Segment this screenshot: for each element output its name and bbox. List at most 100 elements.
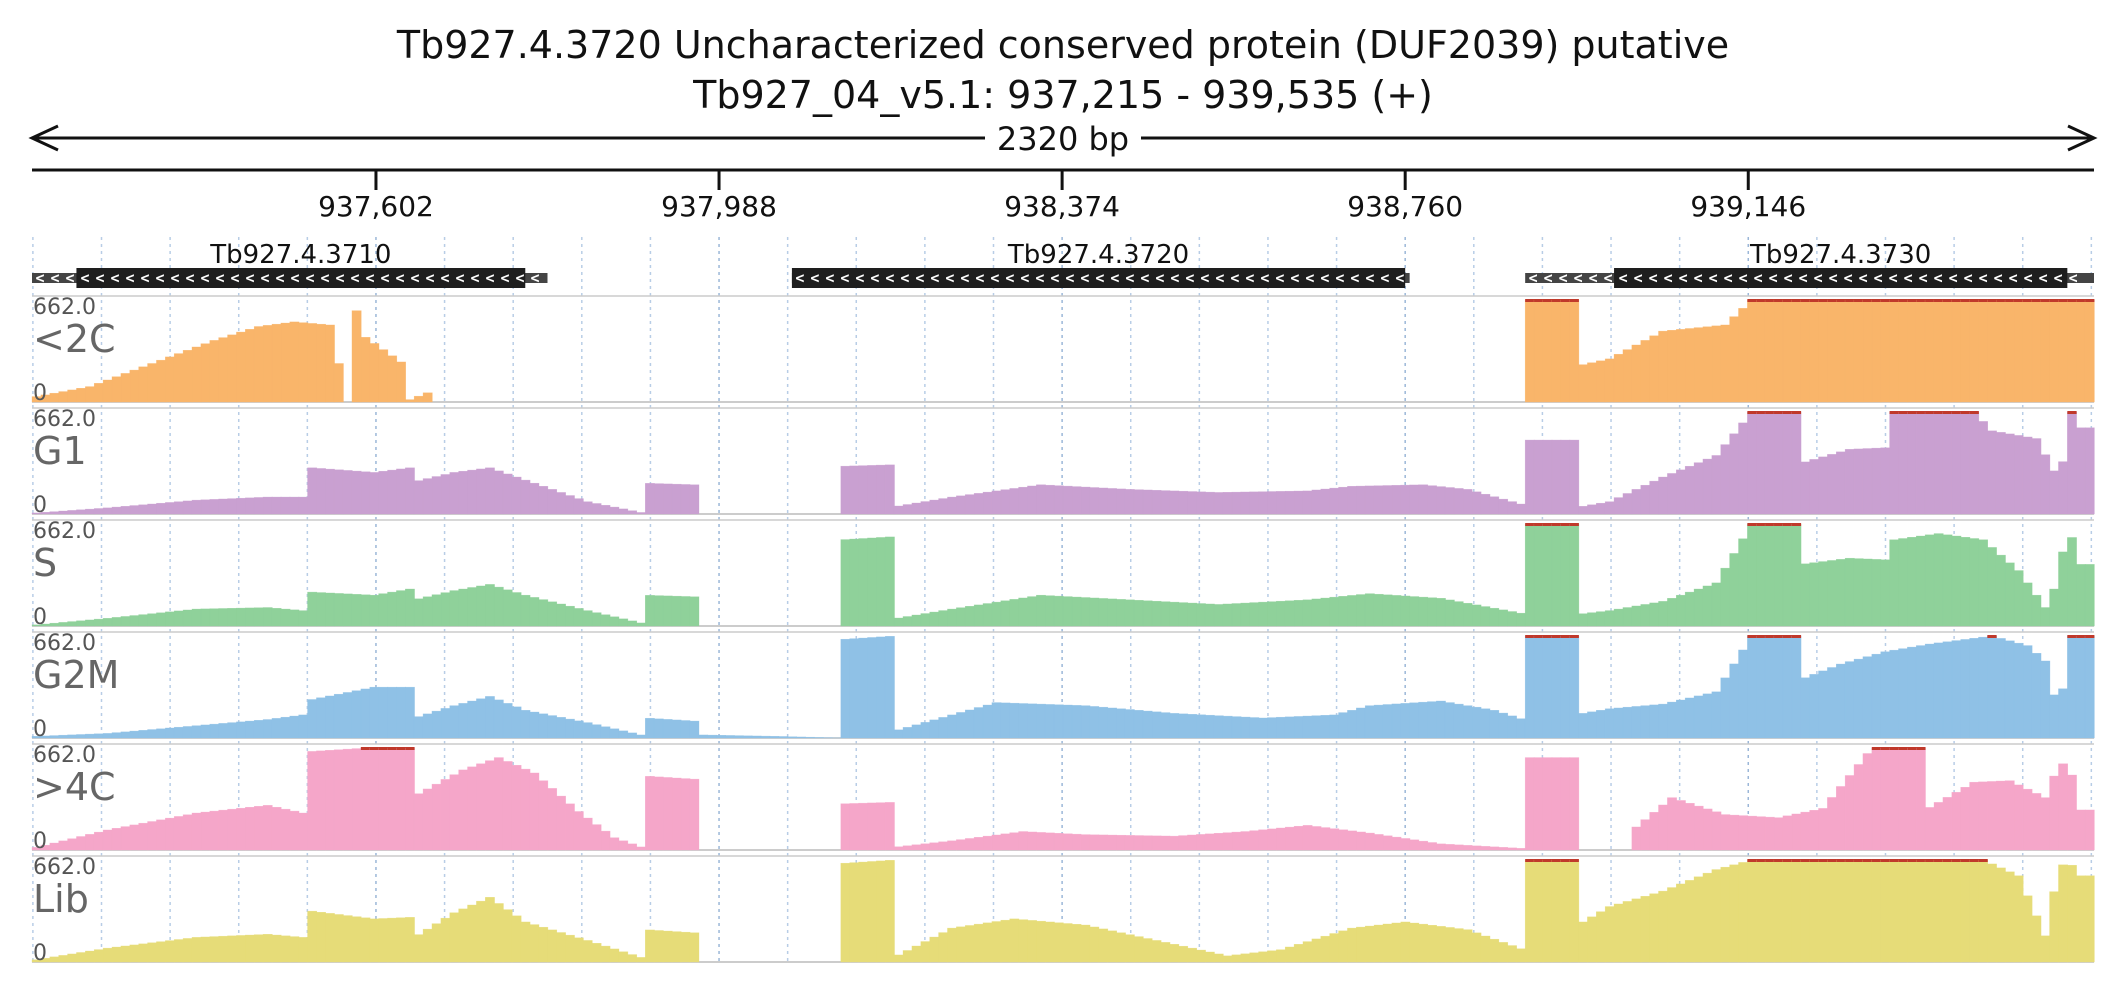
coverage-bar bbox=[147, 942, 158, 963]
clip-marker bbox=[1756, 411, 1766, 414]
coverage-bar bbox=[1800, 299, 1811, 403]
coverage-bar bbox=[671, 595, 682, 627]
coverage-bar bbox=[1729, 663, 1740, 739]
coverage-bar bbox=[316, 468, 326, 515]
coverage-bar bbox=[1009, 488, 1020, 515]
strand-chevron-icon: < bbox=[1380, 269, 1389, 287]
coverage-bar bbox=[129, 615, 140, 627]
coverage-bar bbox=[591, 943, 602, 963]
coverage-bar bbox=[2004, 299, 2015, 403]
coverage-bar bbox=[1427, 842, 1437, 851]
track-max-label: 662.0 bbox=[33, 295, 96, 320]
coverage-bar bbox=[467, 700, 478, 739]
coverage-bar bbox=[1098, 706, 1109, 739]
coverage-bar bbox=[1027, 485, 1037, 515]
coverage-bar bbox=[1444, 702, 1455, 739]
coverage-bar bbox=[1507, 945, 1517, 963]
coverage-bar bbox=[2058, 461, 2068, 515]
ruler-tick-label: 938,374 bbox=[1004, 190, 1120, 223]
coverage-bar bbox=[85, 950, 95, 963]
coverage-bar bbox=[636, 846, 646, 851]
coverage-bar bbox=[342, 593, 353, 627]
coverage-bar bbox=[858, 637, 869, 739]
coverage-bar bbox=[476, 900, 486, 963]
coverage-bar bbox=[547, 929, 558, 963]
clip-marker bbox=[1818, 859, 1828, 862]
clip-marker bbox=[1747, 411, 1757, 414]
coverage-bar bbox=[911, 502, 922, 515]
coverage-bar bbox=[1747, 411, 1757, 515]
coverage-bar bbox=[671, 777, 682, 851]
coverage-bar bbox=[1871, 299, 1882, 403]
clip-marker bbox=[1951, 299, 1962, 302]
clip-marker bbox=[2014, 299, 2024, 302]
coverage-bar bbox=[333, 363, 344, 403]
coverage-bar bbox=[182, 938, 193, 963]
coverage-bar bbox=[1667, 797, 1677, 851]
coverage-bar bbox=[618, 508, 629, 515]
coverage-bar bbox=[1160, 835, 1171, 851]
coverage-bar bbox=[1098, 598, 1109, 627]
coverage-bar bbox=[725, 735, 735, 739]
coverage-bar bbox=[1498, 942, 1509, 963]
coverage-bar bbox=[1231, 831, 1242, 851]
coverage-bar bbox=[1284, 946, 1295, 963]
coverage-bar bbox=[1907, 646, 1917, 739]
coverage-bar bbox=[147, 613, 158, 627]
coverage-bar bbox=[1836, 559, 1846, 627]
strand-chevron-icon: < bbox=[125, 269, 134, 287]
strand-chevron-icon: < bbox=[1080, 269, 1089, 287]
coverage-bar bbox=[298, 812, 309, 851]
coverage-bar bbox=[849, 465, 860, 515]
coverage-bar bbox=[520, 768, 531, 851]
coverage-bar bbox=[1693, 805, 1704, 851]
strand-chevron-icon: < bbox=[2009, 269, 2018, 287]
strand-chevron-icon: < bbox=[395, 269, 404, 287]
coverage-bar bbox=[253, 497, 264, 515]
coverage-bar bbox=[396, 361, 406, 403]
coverage-bar bbox=[1853, 299, 1864, 403]
coverage-bar bbox=[1018, 831, 1029, 851]
coverage-bar bbox=[1667, 701, 1677, 739]
coverage-bar bbox=[1658, 804, 1669, 851]
coverage-bar bbox=[298, 322, 309, 403]
clip-marker bbox=[1774, 411, 1784, 414]
coverage-bar bbox=[547, 601, 558, 627]
coverage-bar bbox=[1071, 924, 1082, 963]
coverage-bar bbox=[2058, 688, 2068, 739]
coverage-bar bbox=[1044, 832, 1055, 851]
coverage-bar bbox=[1311, 826, 1322, 851]
coverage-bar bbox=[1915, 535, 1926, 627]
coverage-bar bbox=[49, 956, 60, 963]
strand-chevron-icon: < bbox=[1065, 269, 1074, 287]
coverage-bar bbox=[1187, 947, 1197, 963]
coverage-bar bbox=[1756, 816, 1766, 851]
track-name-label: <2C bbox=[33, 317, 116, 361]
coverage-bar bbox=[360, 594, 371, 627]
coverage-bar bbox=[1080, 834, 1091, 851]
coverage-bar bbox=[182, 500, 193, 515]
clip-marker bbox=[1774, 635, 1784, 638]
coverage-bar bbox=[1987, 781, 1997, 851]
coverage-bar bbox=[1329, 933, 1340, 963]
coverage-bar bbox=[973, 493, 984, 515]
strand-chevron-icon: < bbox=[215, 269, 224, 287]
strand-chevron-icon: < bbox=[1095, 269, 1104, 287]
coverage-bar bbox=[449, 472, 460, 515]
coverage-bar bbox=[973, 923, 984, 963]
coverage-bar bbox=[1071, 596, 1082, 627]
coverage-bar bbox=[173, 501, 184, 515]
coverage-bar bbox=[111, 506, 122, 515]
clip-marker bbox=[1569, 859, 1579, 862]
coverage-bar bbox=[378, 686, 389, 739]
coverage-bar bbox=[591, 503, 602, 515]
coverage-bar bbox=[120, 826, 131, 851]
coverage-bar bbox=[2058, 299, 2068, 403]
coverage-bar bbox=[493, 699, 504, 739]
strand-chevron-icon: < bbox=[155, 269, 164, 287]
coverage-bar bbox=[609, 837, 620, 851]
coverage-bar bbox=[1773, 635, 1784, 739]
coverage-bar bbox=[1258, 717, 1269, 739]
coverage-bar bbox=[2013, 784, 2024, 851]
clip-marker bbox=[1782, 299, 1793, 302]
